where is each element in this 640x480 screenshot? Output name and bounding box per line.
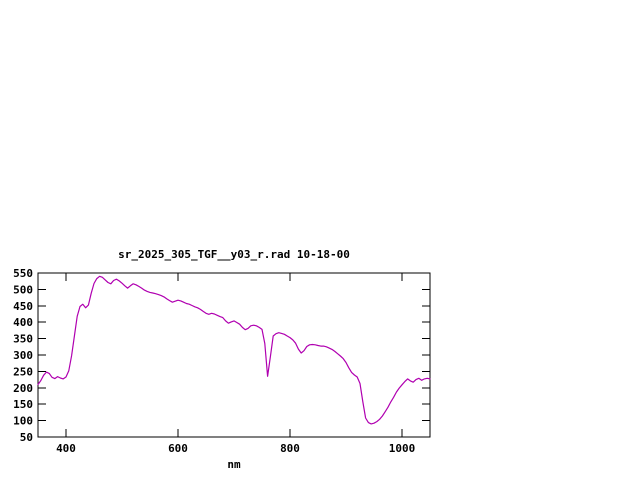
x-tick-label: 400 <box>56 442 76 455</box>
plot-border <box>37 272 431 438</box>
y-tick-label: 150 <box>13 398 33 411</box>
y-tick-label: 200 <box>13 382 33 395</box>
y-tick-label: 400 <box>13 316 33 329</box>
chart-title: sr_2025_305_TGF__y03_r.rad 10-18-00 <box>118 248 350 261</box>
y-tick-label: 50 <box>20 431 33 444</box>
spectrum-line <box>37 275 431 425</box>
y-tick-label: 100 <box>13 415 33 428</box>
y-tick-label: 550 <box>13 267 33 280</box>
x-tick-label: 800 <box>280 442 300 455</box>
x-axis-label: nm <box>227 458 241 471</box>
y-tick-label: 300 <box>13 349 33 362</box>
y-tick-label: 350 <box>13 333 33 346</box>
y-tick-label: 500 <box>13 283 33 296</box>
y-tick-label: 450 <box>13 300 33 313</box>
y-tick-label: 250 <box>13 365 33 378</box>
x-tick-label: 1000 <box>389 442 416 455</box>
x-tick-label: 600 <box>168 442 188 455</box>
